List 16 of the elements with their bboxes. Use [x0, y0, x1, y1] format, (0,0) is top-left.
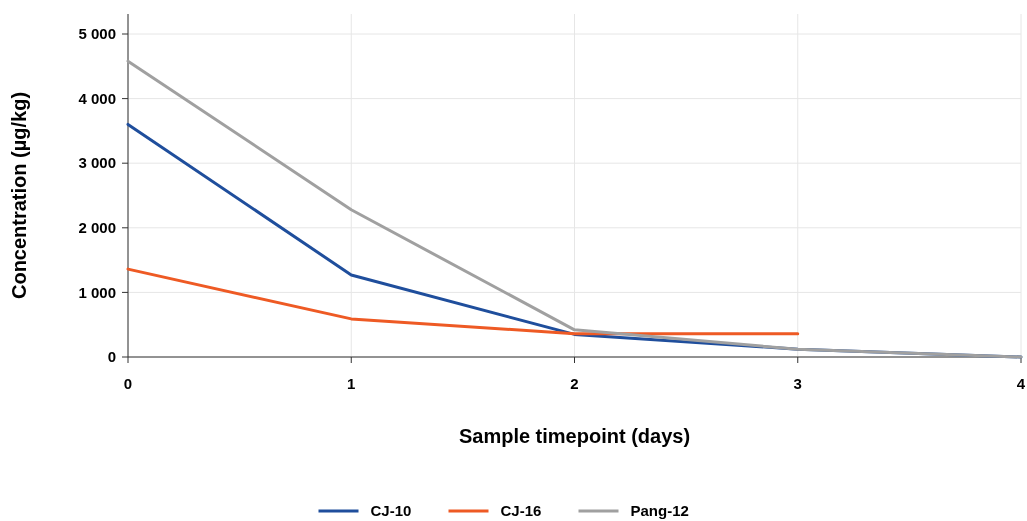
y-tick-label: 1 000	[78, 283, 116, 301]
legend-label: Pang-12	[630, 502, 689, 520]
y-tick-label: 3 000	[78, 154, 116, 172]
x-tick-label: 3	[793, 375, 802, 392]
y-tick-label: 0	[107, 348, 116, 366]
x-tick-label: 0	[123, 375, 133, 392]
legend-label: CJ-16	[500, 502, 542, 520]
x-tick-label: 4	[1016, 375, 1026, 392]
x-axis-title: Sample timepoint (days)	[458, 425, 691, 447]
y-tick-label: 2 000	[78, 219, 116, 237]
y-tick-label: 5 000	[78, 25, 116, 43]
legend-label: CJ-10	[370, 502, 412, 520]
x-tick-label: 2	[570, 375, 579, 392]
y-axis-title: Concentration (µg/kg)	[8, 91, 30, 300]
x-tick-label: 1	[347, 375, 356, 392]
y-tick-label: 4 000	[78, 89, 116, 107]
